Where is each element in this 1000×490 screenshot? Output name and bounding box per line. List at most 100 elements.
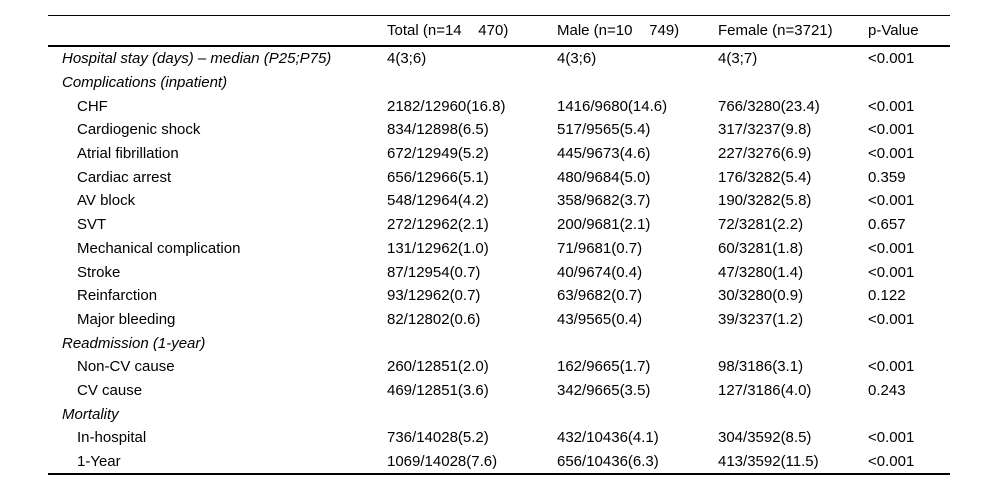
table-row: Reinfarction 93/12962(0.7) 63/9682(0.7) 30/… [48, 284, 950, 308]
cell-value: 43/9565(0.4) [557, 310, 643, 328]
row-label: Reinfarction [77, 287, 158, 305]
cell-value: 47/3280(1.4) [718, 263, 804, 281]
table-row: Non-CV cause 260/12851(2.0) 162/9665(1.7) 9… [48, 355, 950, 379]
cell-value: <0.001 [868, 358, 915, 376]
table-row: Cardiac arrest 656/12966(5.1) 480/9684(5.0… [48, 165, 950, 189]
cell-value: 656/10436(6.3) [557, 449, 718, 476]
row-label: Mortality [62, 405, 119, 423]
cell-value: 162/9665(1.7) [557, 358, 651, 376]
cell-value: 4(3;6) [387, 50, 427, 68]
clinical-outcomes-table-container: Total (n=14 470) Male (n=10 749) Female … [48, 15, 950, 476]
row-label: Cardiac arrest [77, 168, 172, 186]
cell-value [387, 71, 557, 95]
cell-value: <0.001 [868, 449, 950, 476]
cell-value: 260/12851(2.0) [387, 358, 489, 376]
table-body: Hospital stay (days) – median (P25;P75) 4… [48, 46, 950, 476]
cell-value: 1069/14028(7.6) [387, 449, 557, 476]
column-header-total: Total (n=14 470) [387, 15, 557, 47]
cell-value: 358/9682(3.7) [557, 192, 651, 210]
table-row: Cardiogenic shock 834/12898(6.5) 517/9565(… [48, 118, 950, 142]
table-row: Mortality [48, 402, 950, 426]
cell-value: 227/3276(6.9) [718, 145, 812, 163]
cell-value: 317/3237(9.8) [718, 121, 812, 139]
cell-value [718, 71, 868, 95]
cell-value: 40/9674(0.4) [557, 263, 643, 281]
row-label: 1-Year [48, 449, 387, 476]
cell-value: 834/12898(6.5) [387, 121, 489, 139]
cell-value: 176/3282(5.4) [718, 168, 812, 186]
row-label: SVT [77, 216, 107, 234]
cell-value: <0.001 [868, 263, 915, 281]
table-row: Complications (inpatient) [48, 71, 950, 95]
cell-value [557, 331, 718, 355]
cell-value [868, 331, 950, 355]
column-header-pvalue: p-Value [868, 15, 950, 47]
cell-value: <0.001 [868, 310, 915, 328]
cell-value [557, 71, 718, 95]
column-header-rowlabels [48, 15, 387, 47]
table-row: Readmission (1-year) [48, 331, 950, 355]
cell-value: <0.001 [868, 429, 915, 447]
cell-value: <0.001 [868, 97, 915, 115]
cell-value: 39/3237(1.2) [718, 310, 804, 328]
row-label: Mechanical complication [77, 239, 241, 257]
cell-value: 0.122 [868, 287, 906, 305]
table-row: Hospital stay (days) – median (P25;P75) 4… [48, 46, 950, 71]
cell-value: 656/12966(5.1) [387, 168, 489, 186]
cell-value: 72/3281(2.2) [718, 216, 804, 234]
cell-value: 304/3592(8.5) [718, 429, 812, 447]
cell-value: 517/9565(5.4) [557, 121, 651, 139]
table-row: In-hospital 736/14028(5.2) 432/10436(4.1) 3… [48, 426, 950, 450]
table-row: Stroke 87/12954(0.7) 40/9674(0.4) 47/3280(1… [48, 260, 950, 284]
cell-value: 131/12962(1.0) [387, 239, 489, 257]
cell-value: 548/12964(4.2) [387, 192, 489, 210]
row-label: Readmission (1-year) [62, 334, 206, 352]
row-label: Atrial fibrillation [77, 145, 179, 163]
cell-value: <0.001 [868, 50, 915, 68]
cell-value: 4(3;7) [718, 50, 758, 68]
cell-value: 445/9673(4.6) [557, 145, 651, 163]
cell-value [718, 402, 868, 426]
row-label: Complications (inpatient) [62, 74, 228, 92]
row-label: Non-CV cause [77, 358, 175, 376]
cell-value: 4(3;6) [557, 50, 597, 68]
cell-value: 127/3186(4.0) [718, 381, 812, 399]
table-row: AV block 548/12964(4.2) 358/9682(3.7) 190/3… [48, 189, 950, 213]
cell-value: 93/12962(0.7) [387, 287, 481, 305]
cell-value: <0.001 [868, 239, 915, 257]
cell-value [557, 402, 718, 426]
table-row: Atrial fibrillation 672/12949(5.2) 445/967… [48, 142, 950, 166]
row-label: In-hospital [77, 429, 147, 447]
row-label: Stroke [77, 263, 121, 281]
cell-value: 30/3280(0.9) [718, 287, 804, 305]
cell-value: 272/12962(2.1) [387, 216, 489, 234]
cell-value: 190/3282(5.8) [718, 192, 812, 210]
row-label: CHF [77, 97, 108, 115]
cell-value: <0.001 [868, 192, 915, 210]
column-header-female: Female (n=3721) [718, 15, 868, 47]
cell-value: <0.001 [868, 121, 915, 139]
cell-value [387, 331, 557, 355]
cell-value: 342/9665(3.5) [557, 381, 651, 399]
cell-value: 672/12949(5.2) [387, 145, 489, 163]
cell-value [868, 71, 950, 95]
table-row: SVT 272/12962(2.1) 200/9681(2.1) 72/3281(2.… [48, 213, 950, 237]
table-row: Mechanical complication 131/12962(1.0) 71/… [48, 237, 950, 261]
cell-value: 1416/9680(14.6) [557, 97, 668, 115]
cell-value: 71/9681(0.7) [557, 239, 643, 257]
row-label: Hospital stay (days) – median (P25;P75) [62, 50, 332, 68]
table-row: CV cause 469/12851(3.6) 342/9665(3.5) 127/3… [48, 379, 950, 403]
cell-value: 87/12954(0.7) [387, 263, 481, 281]
table-row: CHF 2182/12960(16.8) 1416/9680(14.6) 766/32… [48, 94, 950, 118]
cell-value: 0.359 [868, 168, 906, 186]
cell-value: <0.001 [868, 145, 915, 163]
cell-value: 469/12851(3.6) [387, 381, 489, 399]
cell-value: 0.243 [868, 381, 906, 399]
cell-value: 82/12802(0.6) [387, 310, 481, 328]
row-label: Major bleeding [77, 310, 176, 328]
cell-value [387, 402, 557, 426]
cell-value [718, 331, 868, 355]
cell-value: 2182/12960(16.8) [387, 97, 506, 115]
cell-value: 432/10436(4.1) [557, 429, 659, 447]
cell-value: 98/3186(3.1) [718, 358, 804, 376]
